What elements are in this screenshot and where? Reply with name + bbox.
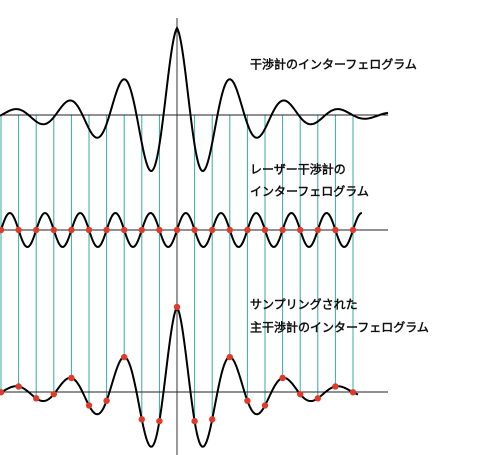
sample-dot — [244, 397, 251, 404]
laser-dot — [332, 226, 339, 234]
sample-dot — [85, 402, 93, 409]
laser-dot — [191, 226, 198, 234]
laser-dot — [226, 226, 233, 234]
sample-dot — [50, 390, 57, 398]
laser-dot — [314, 226, 321, 234]
sample-dot — [121, 353, 128, 361]
label: 干渉計のインターフェログラム — [250, 57, 417, 72]
label: 主干渉計のインターフェログラム — [250, 320, 429, 335]
interferogram-curve — [0, 25, 389, 173]
sample-dot — [33, 395, 40, 402]
sample-dot — [138, 416, 145, 423]
sample-dot — [209, 416, 216, 423]
laser-dot — [33, 226, 40, 234]
sample-dot — [15, 383, 22, 390]
sample-dot — [226, 353, 233, 361]
laser-dot — [209, 226, 216, 234]
sample-dot — [156, 417, 163, 425]
sample-dot — [297, 390, 304, 398]
label: サンプリングされた — [250, 297, 358, 312]
label: インターフェログラム — [250, 184, 369, 199]
laser-dot — [103, 226, 110, 234]
sample-dot — [332, 383, 339, 390]
laser-dot — [50, 226, 57, 234]
laser-dot — [15, 226, 22, 234]
sample-dots — [0, 226, 357, 425]
laser-dot — [138, 226, 145, 234]
laser-dot — [279, 226, 286, 234]
laser-dot — [156, 226, 163, 234]
laser-dot — [121, 226, 128, 234]
laser-dot — [349, 226, 357, 234]
laser-curve — [0, 211, 363, 249]
laser-dot — [173, 226, 181, 234]
sample-dot — [191, 417, 198, 425]
sample-dot — [349, 389, 357, 396]
laser-dot — [244, 226, 251, 234]
sample-dot — [279, 374, 286, 382]
laser-dot — [68, 226, 75, 234]
laser-dot — [0, 226, 5, 234]
sample-dot — [103, 397, 110, 404]
laser-dot — [297, 226, 304, 234]
sample-dot — [314, 395, 321, 402]
laser-dot — [85, 226, 93, 234]
label: レーザー干渉計の — [250, 162, 346, 177]
sample-dot — [68, 374, 75, 382]
sample-dot — [261, 402, 269, 409]
sample-dot — [173, 303, 181, 311]
sample-dot — [0, 389, 5, 396]
laser-dot — [261, 226, 269, 234]
